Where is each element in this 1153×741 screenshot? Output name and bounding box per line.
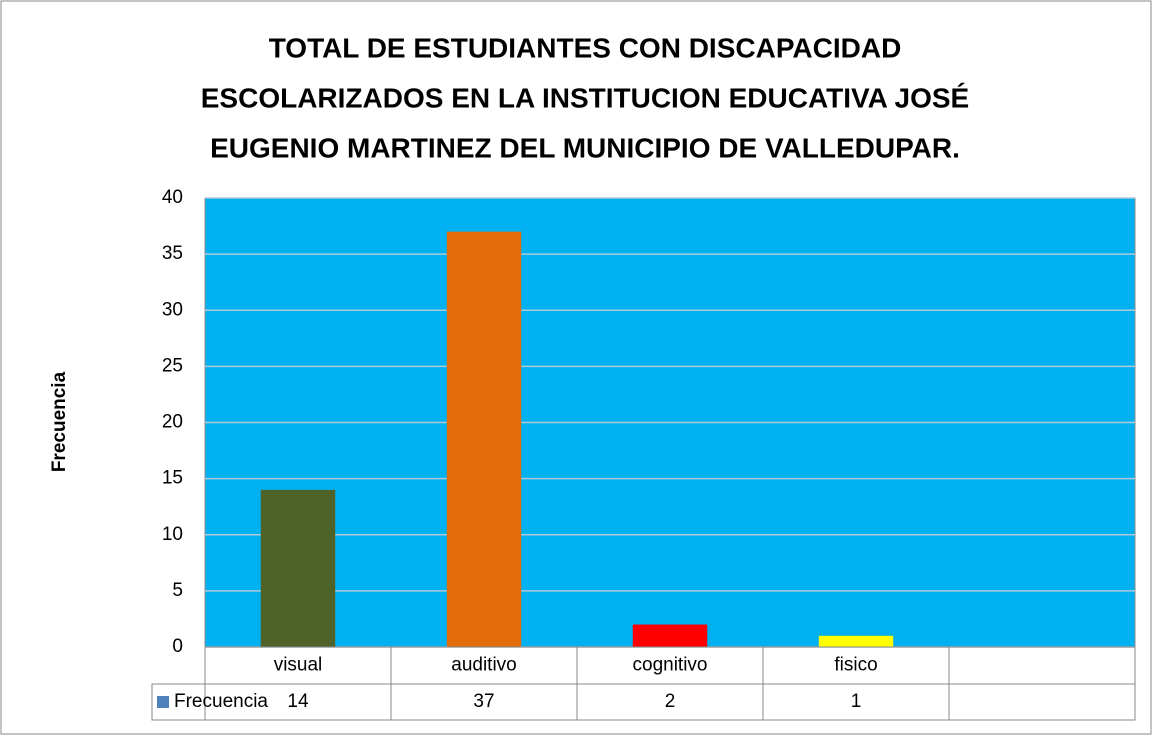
y-tick-label: 25 [162,355,183,376]
table-value: 14 [287,691,309,712]
bar [446,231,522,648]
chart-title: EUGENIO MARTINEZ DEL MUNICIPIO DE VALLED… [210,132,960,163]
chart-title: ESCOLARIZADOS EN LA INSTITUCION EDUCATIV… [201,82,969,113]
legend-label: Frecuencia [174,691,268,712]
y-axis-title: Frecuencia [49,371,70,472]
bar [260,489,336,647]
table-value: 2 [665,691,676,712]
table-legend-cell [151,683,206,721]
y-tick-label: 35 [162,243,183,264]
y-tick-label: 15 [162,468,183,489]
table-value: 1 [851,691,862,712]
y-tick-label: 30 [162,299,183,320]
y-tick-label: 0 [172,636,183,657]
y-tick-label: 10 [162,524,183,545]
bar [632,624,708,647]
x-tick-label: cognitivo [633,655,708,676]
bar [818,635,894,647]
x-tick-label: visual [274,655,323,676]
y-tick-label: 20 [162,412,183,433]
y-tick-label: 5 [172,580,183,601]
legend-swatch [157,696,169,708]
chart-title: TOTAL DE ESTUDIANTES CON DISCAPACIDAD [269,32,902,63]
y-tick-label: 40 [162,187,183,208]
x-tick-label: auditivo [451,655,517,676]
x-tick-label: fisico [834,655,877,676]
table-value: 37 [473,691,494,712]
